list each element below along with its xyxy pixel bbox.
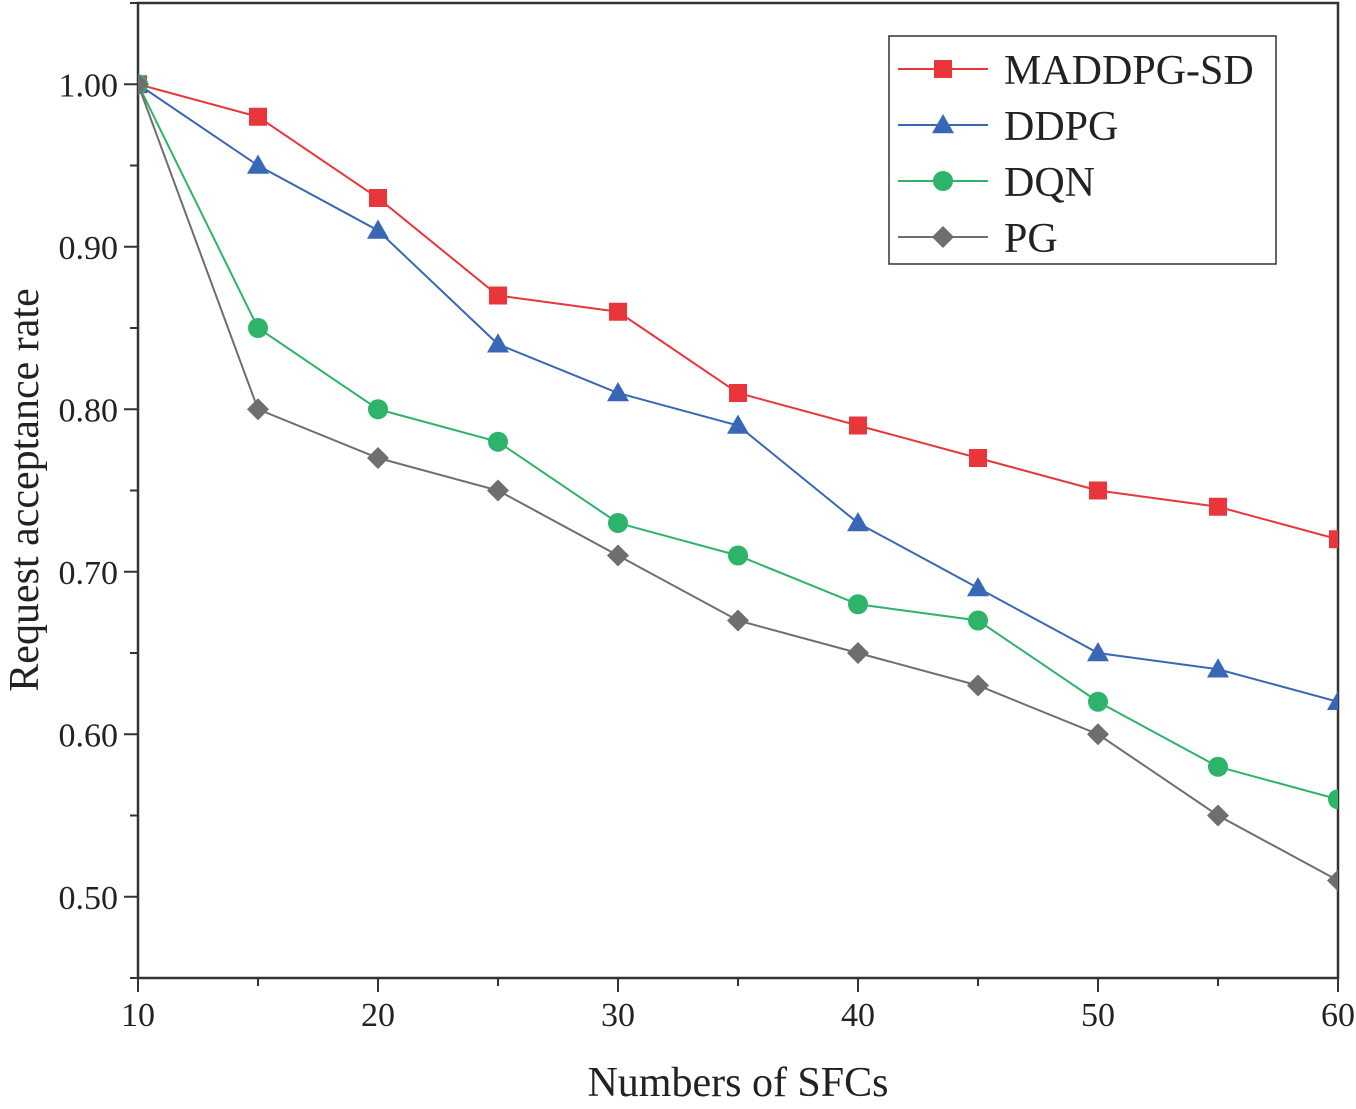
legend: MADDPG-SD DDPG DQN PG: [888, 35, 1277, 265]
data-point: [607, 544, 629, 567]
data-point: [247, 154, 269, 174]
data-point: [487, 333, 509, 353]
data-point: [249, 107, 267, 126]
legend-item: MADDPG-SD: [898, 48, 1254, 94]
data-point: [728, 545, 748, 566]
series-pg: [138, 73, 1338, 892]
data-point: [1088, 691, 1108, 712]
data-point: [968, 610, 988, 631]
data-point: [1329, 530, 1338, 549]
data-point: [849, 416, 867, 435]
data-point: [727, 609, 749, 632]
data-point: [367, 219, 389, 239]
legend-label: DDPG: [1004, 104, 1118, 150]
legend-box: [888, 35, 1277, 265]
data-point: [138, 73, 149, 96]
data-point: [367, 447, 389, 469]
legend-label: MADDPG-SD: [1004, 48, 1254, 94]
data-point: [487, 479, 509, 502]
data-point: [969, 449, 987, 467]
data-point: [847, 512, 869, 532]
y-tick-label: 1.00: [59, 67, 119, 104]
data-point: [1207, 658, 1229, 678]
x-tick-label: 30: [601, 997, 635, 1034]
data-point: [1328, 789, 1338, 810]
legend-marker: [934, 60, 952, 78]
legend-item: DQN: [898, 160, 1095, 206]
data-point: [609, 302, 627, 321]
data-point: [727, 414, 749, 434]
legend-label: PG: [1004, 216, 1058, 262]
data-point: [1209, 497, 1227, 516]
legend-marker: [933, 171, 953, 191]
data-point: [607, 382, 629, 402]
data-point: [1327, 690, 1338, 710]
legend-label: DQN: [1004, 160, 1095, 206]
data-point: [368, 399, 388, 420]
y-tick-label: 0.50: [59, 880, 119, 917]
data-point: [967, 577, 989, 597]
data-point: [1087, 642, 1109, 662]
series-layer: [138, 73, 1338, 892]
legend-marker: [932, 114, 954, 134]
legend-item: DDPG: [898, 104, 1118, 150]
y-tick-label: 0.70: [59, 555, 119, 592]
data-point: [1208, 756, 1228, 777]
y-tick-label: 0.80: [59, 392, 119, 429]
series-dqn: [138, 74, 1338, 810]
series-maddpg-sd: [138, 75, 1338, 549]
x-tick-label: 50: [1081, 997, 1115, 1034]
y-axis: 0.50 0.60 0.70 0.80 0.90 1.00: [59, 2, 138, 979]
y-tick-label: 0.60: [59, 717, 119, 754]
x-tick-label: 60: [1321, 997, 1355, 1034]
legend-marker: [932, 226, 954, 248]
x-tick-label: 40: [841, 997, 875, 1034]
series-ddpg: [138, 73, 1338, 710]
data-point: [488, 431, 508, 452]
x-tick-label: 20: [361, 997, 395, 1034]
data-point: [1089, 481, 1107, 500]
y-axis-title: Request acceptance rate: [2, 288, 48, 691]
data-point: [967, 674, 989, 697]
data-point: [247, 398, 269, 421]
y-tick-label: 0.90: [59, 230, 119, 267]
data-point: [489, 286, 507, 305]
data-point: [1087, 723, 1109, 746]
x-axis: 10 20 30 40 50 60: [121, 978, 1355, 1034]
legend-item: PG: [898, 216, 1058, 262]
data-point: [847, 642, 869, 664]
data-point: [608, 513, 628, 533]
x-axis-title: Numbers of SFCs: [587, 1060, 888, 1106]
data-point: [369, 189, 387, 207]
data-point: [729, 384, 747, 402]
data-point: [1207, 804, 1229, 827]
data-point: [248, 318, 268, 338]
x-tick-label: 10: [121, 997, 155, 1034]
data-point: [848, 594, 868, 615]
data-point: [1327, 869, 1338, 892]
